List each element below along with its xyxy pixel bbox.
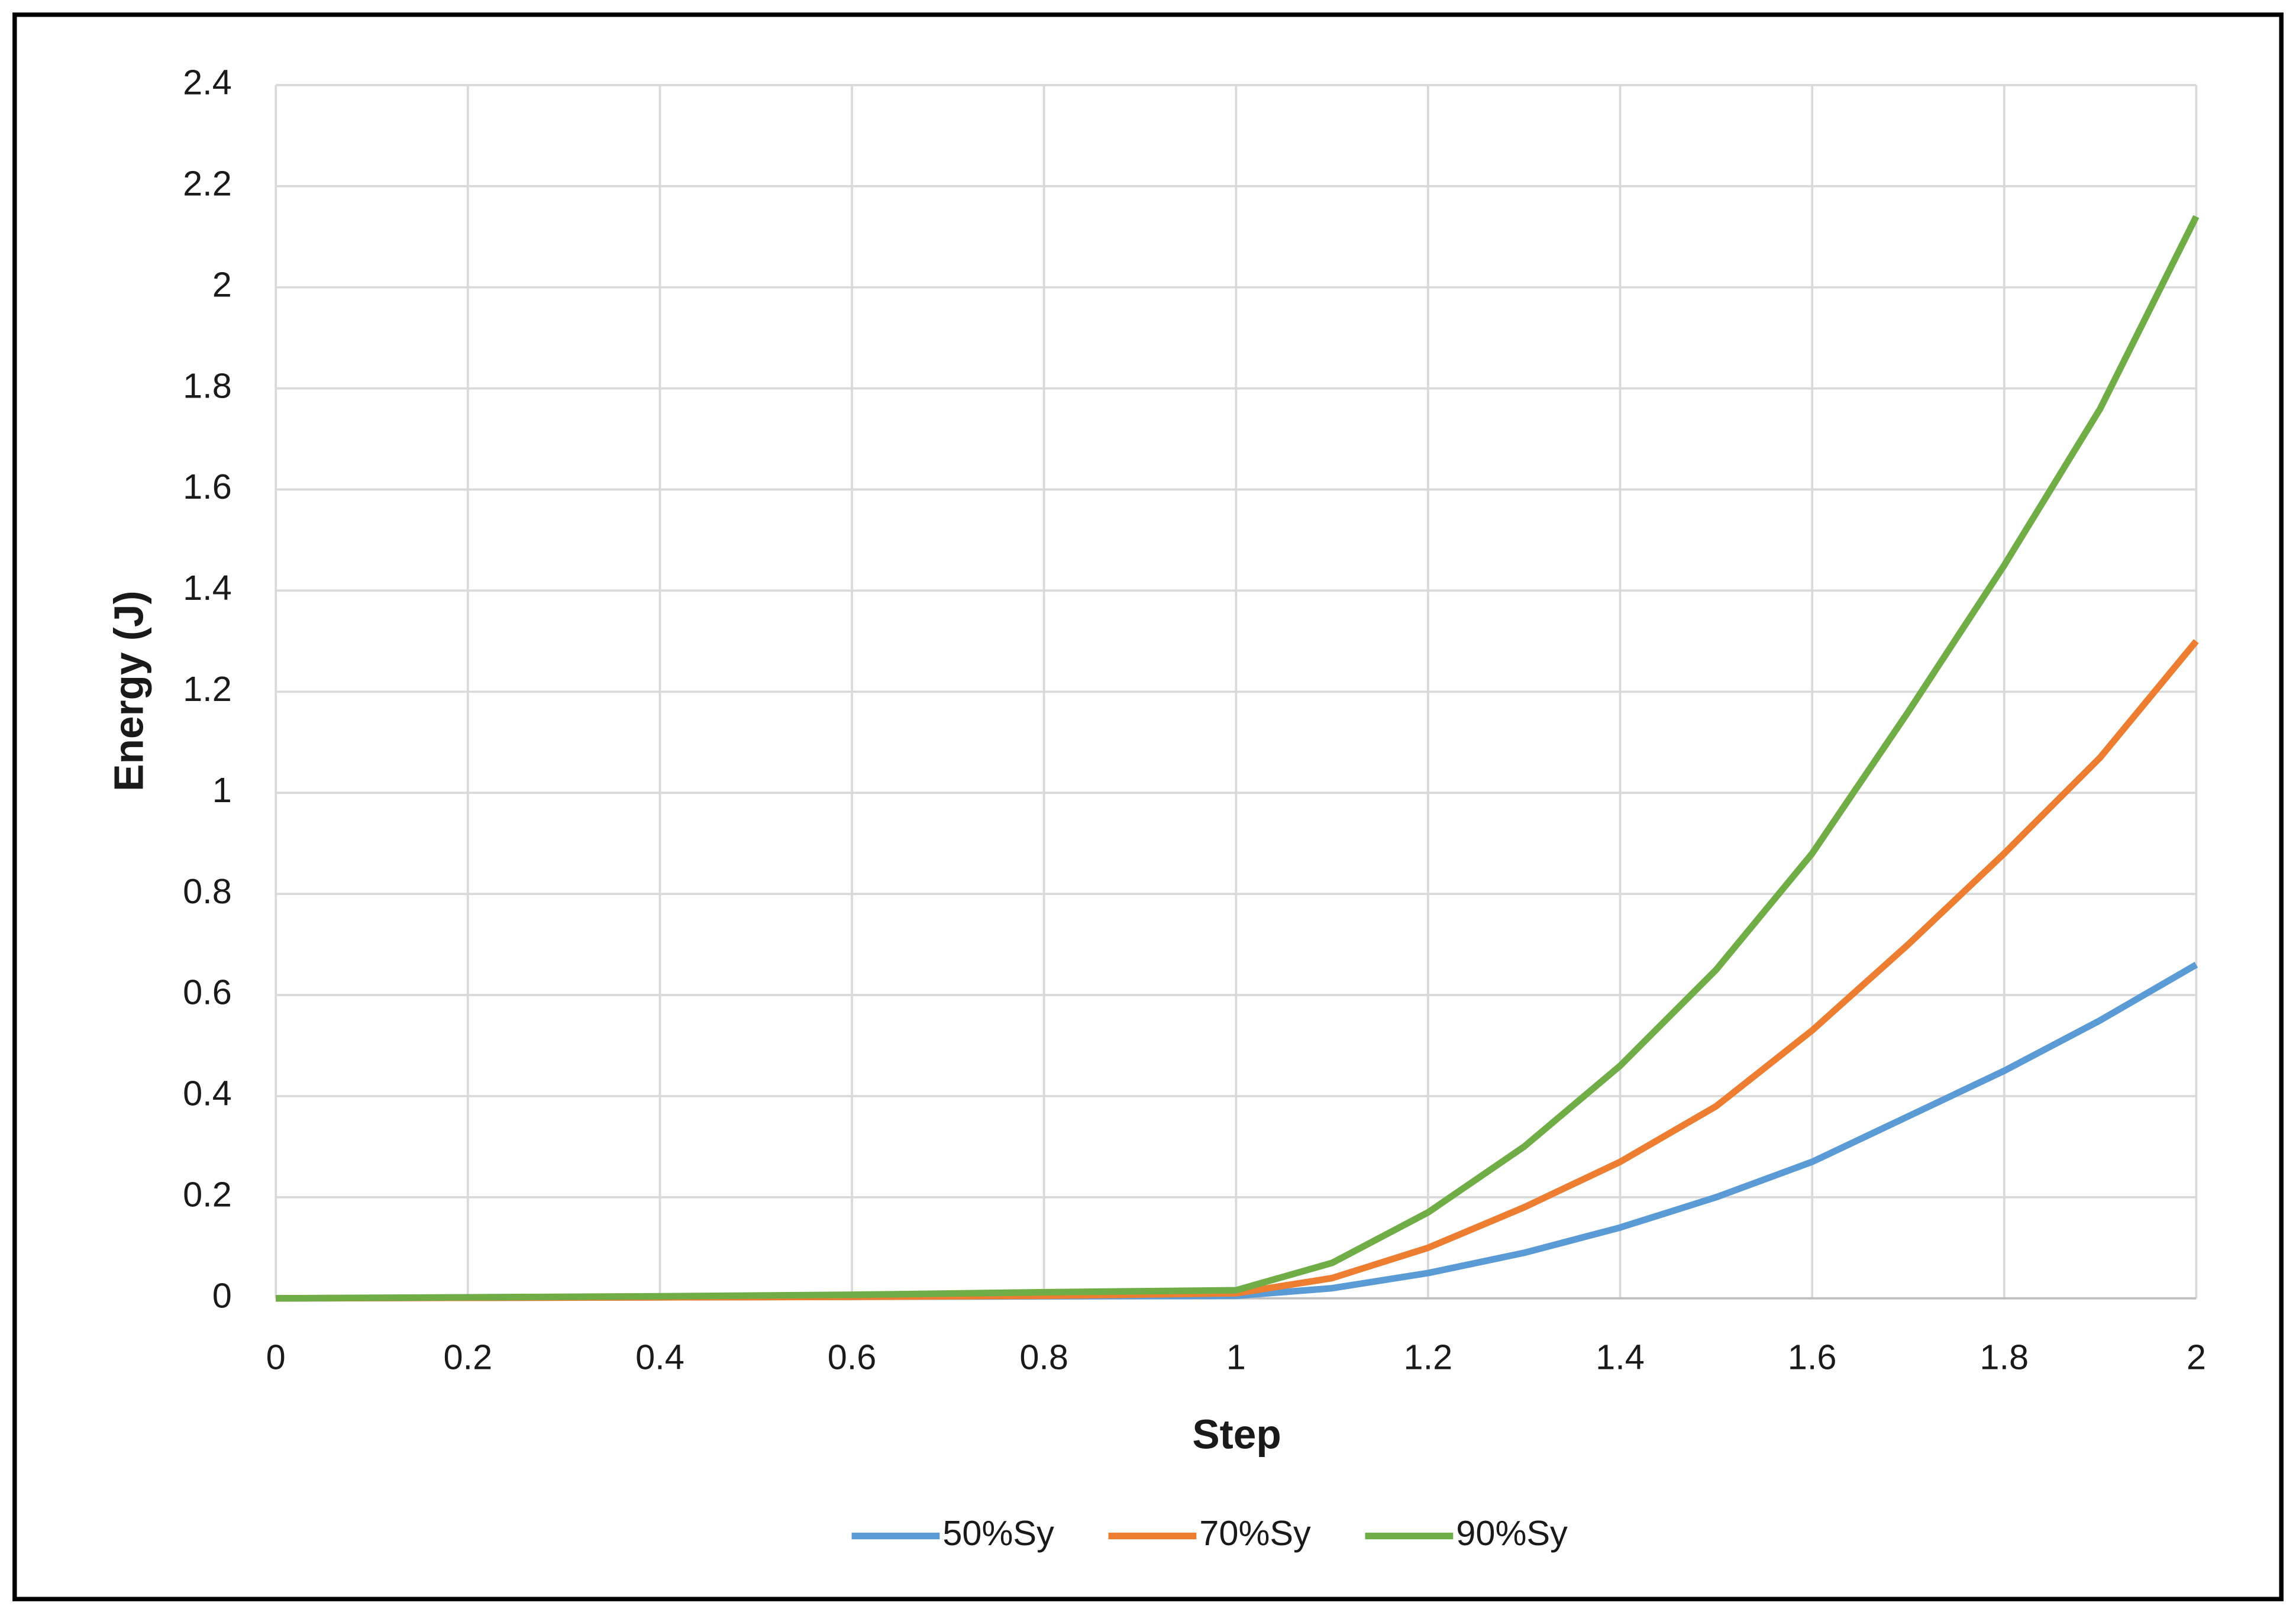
series-line — [276, 215, 2200, 1302]
y-tick-label: 1.4 — [183, 568, 232, 608]
legend-label: 70%Sy — [1199, 1513, 1311, 1553]
y-tick-label: 0 — [212, 1275, 232, 1315]
chart-border — [12, 12, 2284, 1601]
legend-label: 50%Sy — [942, 1513, 1054, 1553]
x-tick-label: 0 — [266, 1338, 286, 1377]
x-tick-label: 1.4 — [1596, 1338, 1645, 1377]
x-tick-label: 1.8 — [1979, 1338, 2029, 1377]
y-axis-title: Energy (J) — [106, 590, 152, 791]
y-tick-label: 2 — [212, 264, 232, 304]
x-tick-label: 1.2 — [1404, 1338, 1453, 1377]
y-tick-label: 1.2 — [183, 669, 232, 709]
x-tick-label: 2 — [2187, 1338, 2206, 1377]
y-tick-label: 1.8 — [183, 366, 232, 405]
y-tick-label: 0.2 — [183, 1175, 232, 1214]
x-tick-label: 1.6 — [1788, 1338, 1837, 1377]
legend-label: 90%Sy — [1456, 1513, 1568, 1553]
y-tick-label: 0.4 — [183, 1074, 232, 1113]
x-tick-label: 0.2 — [443, 1338, 492, 1377]
y-tick-label: 0.6 — [183, 973, 232, 1012]
x-tick-label: 1 — [1226, 1338, 1246, 1377]
y-tick-label: 1.6 — [183, 467, 232, 506]
y-tick-label: 2.2 — [183, 164, 232, 203]
y-tick-label: 0.8 — [183, 871, 232, 911]
y-tick-label: 1 — [212, 770, 232, 810]
x-tick-label: 0.4 — [635, 1338, 684, 1377]
x-tick-label: 0.6 — [828, 1338, 877, 1377]
y-tick-label: 2.4 — [183, 63, 232, 102]
x-axis-title: Step — [1192, 1411, 1281, 1458]
x-tick-label: 0.8 — [1019, 1338, 1068, 1377]
